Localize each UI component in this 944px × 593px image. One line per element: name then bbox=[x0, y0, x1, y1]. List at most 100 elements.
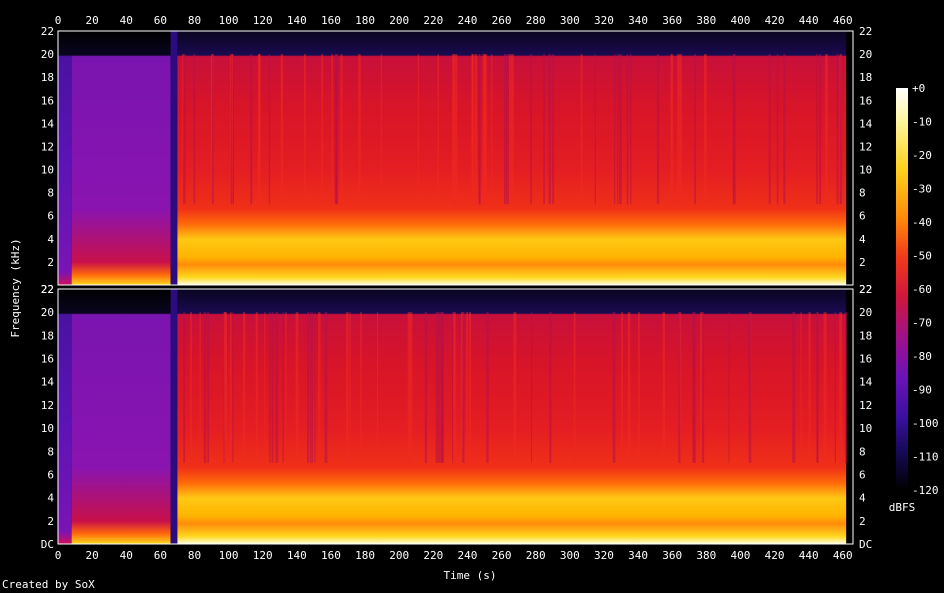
channel-2-y-tick-label-right: 16 bbox=[859, 353, 872, 366]
channel-2-y-tick-label-left: 10 bbox=[41, 422, 54, 435]
channel-1-texture-stripe bbox=[630, 54, 632, 205]
x-tick-label-top: 100 bbox=[219, 14, 239, 27]
channel-2-y-tick-label-right: DC bbox=[859, 538, 872, 551]
x-tick-label-top: 440 bbox=[799, 14, 819, 27]
channel-2-texture-stripe bbox=[409, 312, 413, 463]
channel-1-y-tick-label-left: 2 bbox=[47, 256, 54, 269]
channel-2-texture-stripe bbox=[692, 312, 695, 463]
channel-2-texture-stripe bbox=[701, 312, 705, 463]
x-tick-label-bottom: 120 bbox=[253, 549, 273, 562]
x-tick-label-top: 240 bbox=[458, 14, 478, 27]
colorbar-tick-label: +0 bbox=[912, 82, 925, 95]
channel-1-y-tick-label-left: 20 bbox=[41, 48, 54, 61]
channel-1-texture-stripe bbox=[614, 54, 616, 205]
channel-1-y-tick-label-left: 8 bbox=[47, 187, 54, 200]
channel-1-texture-stripe bbox=[508, 54, 511, 205]
channel-2-y-tick-label-left: 20 bbox=[41, 306, 54, 319]
colorbar-tick-label: -100 bbox=[912, 417, 939, 430]
channel-1-y-tick-label-right: 14 bbox=[859, 117, 873, 130]
x-tick-label-top: 200 bbox=[389, 14, 409, 27]
x-tick-label-bottom: 340 bbox=[628, 549, 648, 562]
channel-1-texture-stripe bbox=[340, 54, 343, 205]
x-tick-label-top: 140 bbox=[287, 14, 307, 27]
channel-1-y-tick-label-right: 18 bbox=[859, 71, 872, 84]
channel-2-texture-stripe bbox=[269, 312, 271, 463]
x-tick-label-bottom: 300 bbox=[560, 549, 580, 562]
channel-1-texture-stripe bbox=[437, 54, 439, 205]
channel-1-texture-stripe bbox=[452, 54, 454, 205]
channel-1-texture-stripe bbox=[580, 54, 583, 205]
channel-1-texture-stripe bbox=[232, 54, 234, 205]
channel-1-texture-stripe bbox=[511, 54, 514, 205]
channel-1-texture-stripe bbox=[670, 54, 672, 205]
x-tick-label-top: 260 bbox=[492, 14, 512, 27]
y-axis-label: Frequency (kHz) bbox=[9, 238, 22, 337]
x-tick-label-top: 360 bbox=[662, 14, 682, 27]
channel-1-texture-stripe bbox=[193, 54, 196, 205]
channel-1-texture-stripe bbox=[677, 54, 680, 205]
channel-1-texture-stripe bbox=[783, 54, 786, 205]
channel-2-texture-stripe bbox=[728, 312, 730, 463]
channel-1-y-tick-label-left: 6 bbox=[47, 210, 54, 223]
channel-2-texture-stripe bbox=[285, 312, 287, 463]
channel-1-frame bbox=[57, 30, 854, 286]
channel-1-y-tick-label-right: 12 bbox=[859, 140, 872, 153]
channel-2-texture-stripe bbox=[243, 312, 246, 463]
channel-1-texture-stripe bbox=[617, 54, 619, 205]
channel-1-y-tick-label-right: 4 bbox=[859, 233, 866, 246]
channel-2-texture-stripe bbox=[255, 312, 258, 463]
x-tick-label-top: 180 bbox=[355, 14, 375, 27]
channel-2-texture-stripe bbox=[573, 312, 576, 463]
channel-1-y-tick-label-left: 12 bbox=[41, 140, 54, 153]
x-tick-label-bottom: 440 bbox=[799, 549, 819, 562]
channel-1-y-tick-label-left: 18 bbox=[41, 71, 54, 84]
channel-2-segment-quiet bbox=[58, 289, 72, 544]
channel-2-y-tick-label-left: 12 bbox=[41, 399, 54, 412]
channel-2-texture-stripe bbox=[462, 312, 465, 463]
colorbar-tick-label: -10 bbox=[912, 116, 932, 129]
x-tick-label-top: 280 bbox=[526, 14, 546, 27]
channel-1-texture-stripe bbox=[776, 54, 779, 205]
channel-1-y-tick-label-left: 22 bbox=[41, 25, 54, 38]
channel-1-texture-stripe bbox=[503, 54, 506, 205]
channel-1-y-tick-label-left: 10 bbox=[41, 164, 54, 177]
x-tick-label-top: 20 bbox=[85, 14, 98, 27]
channel-1-texture-stripe bbox=[280, 54, 284, 205]
x-tick-label-bottom: 80 bbox=[188, 549, 201, 562]
channel-2-texture-stripe bbox=[816, 312, 819, 463]
colorbar-label: dBFS bbox=[889, 501, 916, 514]
channel-1-texture-stripe bbox=[671, 54, 674, 205]
channel-1-segment-low bbox=[71, 31, 171, 285]
channel-2-segment-loud bbox=[177, 289, 847, 544]
channel-1-texture-stripe bbox=[183, 54, 186, 205]
channel-1-y-tick-label-right: 16 bbox=[859, 94, 872, 107]
x-tick-label-bottom: 40 bbox=[120, 549, 133, 562]
channel-2-y-tick-label-left: 8 bbox=[47, 445, 54, 458]
colorbar-tick-label: -80 bbox=[912, 350, 932, 363]
channel-1-texture-stripe bbox=[478, 54, 481, 205]
channel-1-segment-silence-gap bbox=[170, 31, 178, 285]
x-tick-label-top: 300 bbox=[560, 14, 580, 27]
channel-1-texture-stripe bbox=[507, 54, 509, 205]
x-tick-label-top: 120 bbox=[253, 14, 273, 27]
channel-2-texture-stripe bbox=[360, 312, 362, 463]
x-tick-label-bottom: 100 bbox=[219, 549, 239, 562]
channel-2-texture-stripe bbox=[190, 312, 192, 463]
channel-2-texture-stripe bbox=[183, 312, 186, 463]
channel-2-texture-stripe bbox=[612, 312, 616, 463]
channel-2-y-tick-label-right: 14 bbox=[859, 376, 873, 389]
channel-2-texture-stripe bbox=[318, 312, 321, 463]
channel-1-texture-stripe bbox=[232, 54, 234, 205]
channel-1-texture-stripe bbox=[530, 54, 532, 205]
channel-1-texture-stripe bbox=[257, 54, 261, 205]
channel-1-y-tick-label-right: 2 bbox=[859, 256, 866, 269]
x-tick-label-bottom: 380 bbox=[696, 549, 716, 562]
channel-1-y-tick-label-right: 22 bbox=[859, 283, 872, 296]
channel-2-frame bbox=[57, 288, 854, 545]
channel-1-texture-stripe bbox=[335, 54, 339, 205]
channel-2-texture-stripe bbox=[700, 312, 703, 463]
channel-2-texture-stripe bbox=[264, 312, 266, 463]
channel-2-texture-stripe bbox=[311, 312, 313, 463]
channel-2-y-tick-label-right: 18 bbox=[859, 329, 872, 342]
channel-2-y-tick-label-right: 20 bbox=[859, 306, 872, 319]
